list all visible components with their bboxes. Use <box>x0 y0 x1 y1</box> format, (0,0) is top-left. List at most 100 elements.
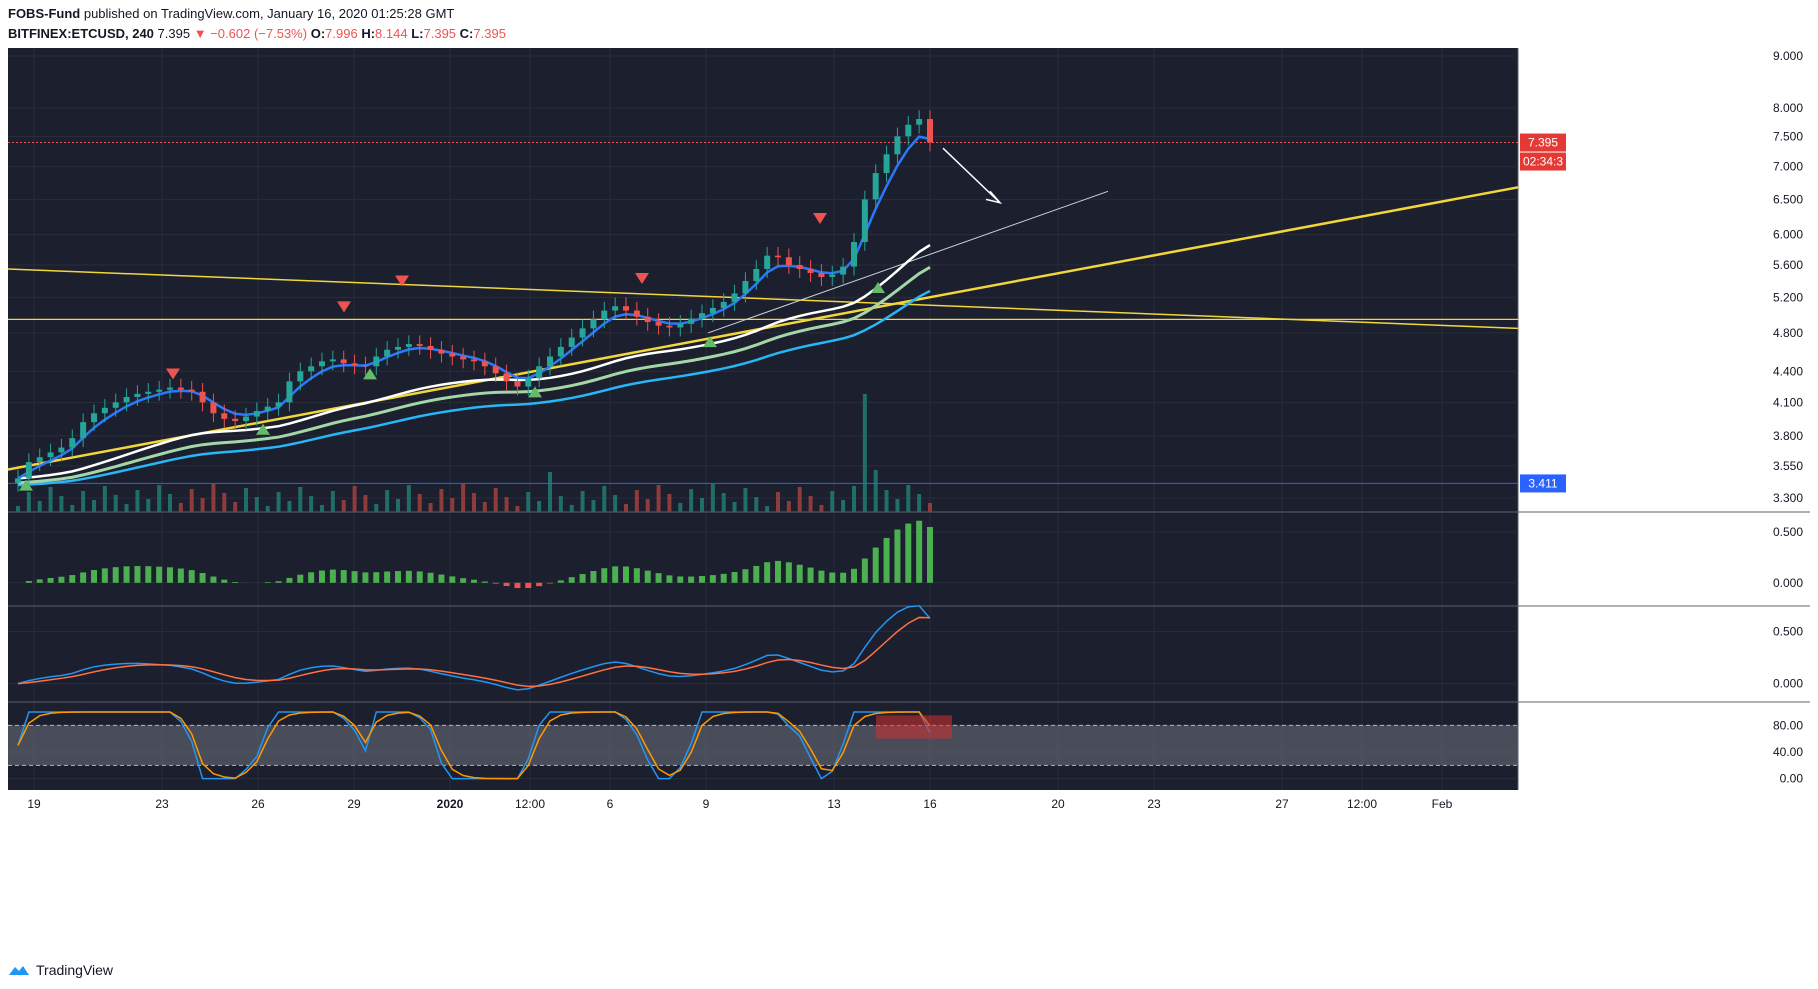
volume-bar <box>678 503 683 512</box>
volume-bar <box>558 496 563 512</box>
buy-marker-icon <box>363 368 377 380</box>
macd-hist-bar <box>503 582 510 587</box>
down-arrow-shaft <box>942 147 1001 204</box>
candle-body <box>514 381 521 387</box>
high-label: H: <box>361 26 376 41</box>
candle-body <box>633 310 640 317</box>
volume-bar <box>81 491 86 512</box>
volume-bar <box>819 505 824 512</box>
publisher-name[interactable]: FOBS-Fund <box>8 6 81 21</box>
macd-hist-bar <box>395 571 401 583</box>
descending-trendline <box>7 268 1519 330</box>
x-tick-label: 6 <box>607 797 614 811</box>
volume-bar <box>396 499 400 512</box>
x-tick-label: 2020 <box>437 797 464 811</box>
macd-hist-bar <box>264 582 271 583</box>
candle-body <box>449 353 456 357</box>
tradingview-footer[interactable]: TradingView <box>8 962 113 978</box>
osc-tick-label: 0.500 <box>1773 525 1803 539</box>
candle-body <box>373 356 380 367</box>
volume-bar <box>287 501 292 512</box>
macd-hist-bar <box>872 547 879 583</box>
high-value: 8.144 <box>375 26 408 41</box>
stoch-d-line <box>17 711 931 780</box>
macd-hist-bar <box>362 572 369 583</box>
buy-marker-icon <box>528 386 542 398</box>
macd-hist-bar <box>536 582 543 587</box>
volume-bar <box>808 496 813 512</box>
ema-slow-line <box>17 289 931 487</box>
candle-body <box>199 391 206 403</box>
candle-body <box>503 373 510 382</box>
volume-bar <box>645 499 650 512</box>
candle-body <box>221 413 228 419</box>
macd-hist-bar <box>286 577 293 583</box>
macd-hist-bar <box>340 570 347 583</box>
low-label: L: <box>411 26 424 41</box>
macd-hist-bar <box>123 566 130 583</box>
candle-body <box>666 325 673 328</box>
sell-marker-icon <box>635 272 649 284</box>
macd-hist-bar <box>861 558 868 583</box>
candle-body <box>492 366 499 374</box>
volume-bar <box>765 506 770 512</box>
volume-bar <box>276 492 281 512</box>
volume-bar <box>613 495 618 512</box>
support-tag-bg <box>1520 474 1566 493</box>
volume-bar <box>450 498 455 512</box>
volume-bar <box>906 485 911 512</box>
macd-hist-bar <box>785 562 792 583</box>
candle-body <box>677 323 684 328</box>
macd-hist-bar <box>297 574 304 583</box>
macd-hist-bar <box>134 566 141 583</box>
volume-bar <box>102 486 107 512</box>
volume-bar <box>634 490 639 512</box>
macd-hist-bar <box>655 573 662 583</box>
candle-body <box>568 337 575 347</box>
buy-marker-icon <box>256 423 270 435</box>
volume-bar <box>352 486 357 512</box>
candle-body <box>210 402 217 414</box>
published-text: published on TradingView.com, January 16… <box>83 6 455 21</box>
chart-svg[interactable]: 19 23 26 29 2020 12:00 6 9 13 16 20 23 27 12:00 Feb 9.0… <box>7 48 1810 952</box>
volume-bar <box>92 500 96 512</box>
x-tick-label: 13 <box>827 797 841 811</box>
volume-bar <box>37 501 42 512</box>
candle-body <box>47 452 54 458</box>
macd-hist-bar <box>927 526 933 583</box>
osc-tick-label: 0.500 <box>1773 625 1803 639</box>
symbol-label[interactable]: BITFINEX:ETCUSD, 240 <box>8 26 154 41</box>
candle-body <box>720 301 727 308</box>
x-tick-label: 26 <box>251 797 265 811</box>
candle-body <box>351 363 358 366</box>
candle-body <box>438 349 445 354</box>
candle-body <box>655 322 662 326</box>
volume-bar <box>48 487 53 512</box>
volume-bar <box>265 506 270 512</box>
candle-body <box>362 365 369 367</box>
volume-bar <box>16 506 20 512</box>
macd-hist-bar <box>101 568 108 583</box>
candle-body <box>134 393 141 398</box>
volume-bar <box>363 495 368 512</box>
macd-hist-bar <box>916 520 923 583</box>
chart-area[interactable]: 19 23 26 29 2020 12:00 6 9 13 16 20 23 27 12:00 Feb 9.0… <box>7 48 1810 952</box>
candle-body <box>753 268 760 282</box>
candle-body <box>319 361 325 367</box>
macd-hist-bar <box>829 572 836 583</box>
candle-body <box>253 411 260 417</box>
macd-hist-bar <box>851 568 857 583</box>
volume-bar <box>146 499 151 512</box>
volume-bar <box>602 486 607 512</box>
x-tick-label: 20 <box>1051 797 1065 811</box>
macd-hist-bar <box>709 575 716 583</box>
y-tick-label: 6.500 <box>1773 192 1803 206</box>
volume-bar <box>548 472 552 512</box>
volume-bar <box>59 496 64 512</box>
volume-bar <box>135 490 140 512</box>
volume-bar <box>417 494 422 512</box>
tradingview-logo-icon <box>9 966 29 975</box>
volume-bar <box>461 484 466 512</box>
osc-tick-label: 0.000 <box>1773 576 1803 590</box>
candle-body <box>894 136 901 155</box>
